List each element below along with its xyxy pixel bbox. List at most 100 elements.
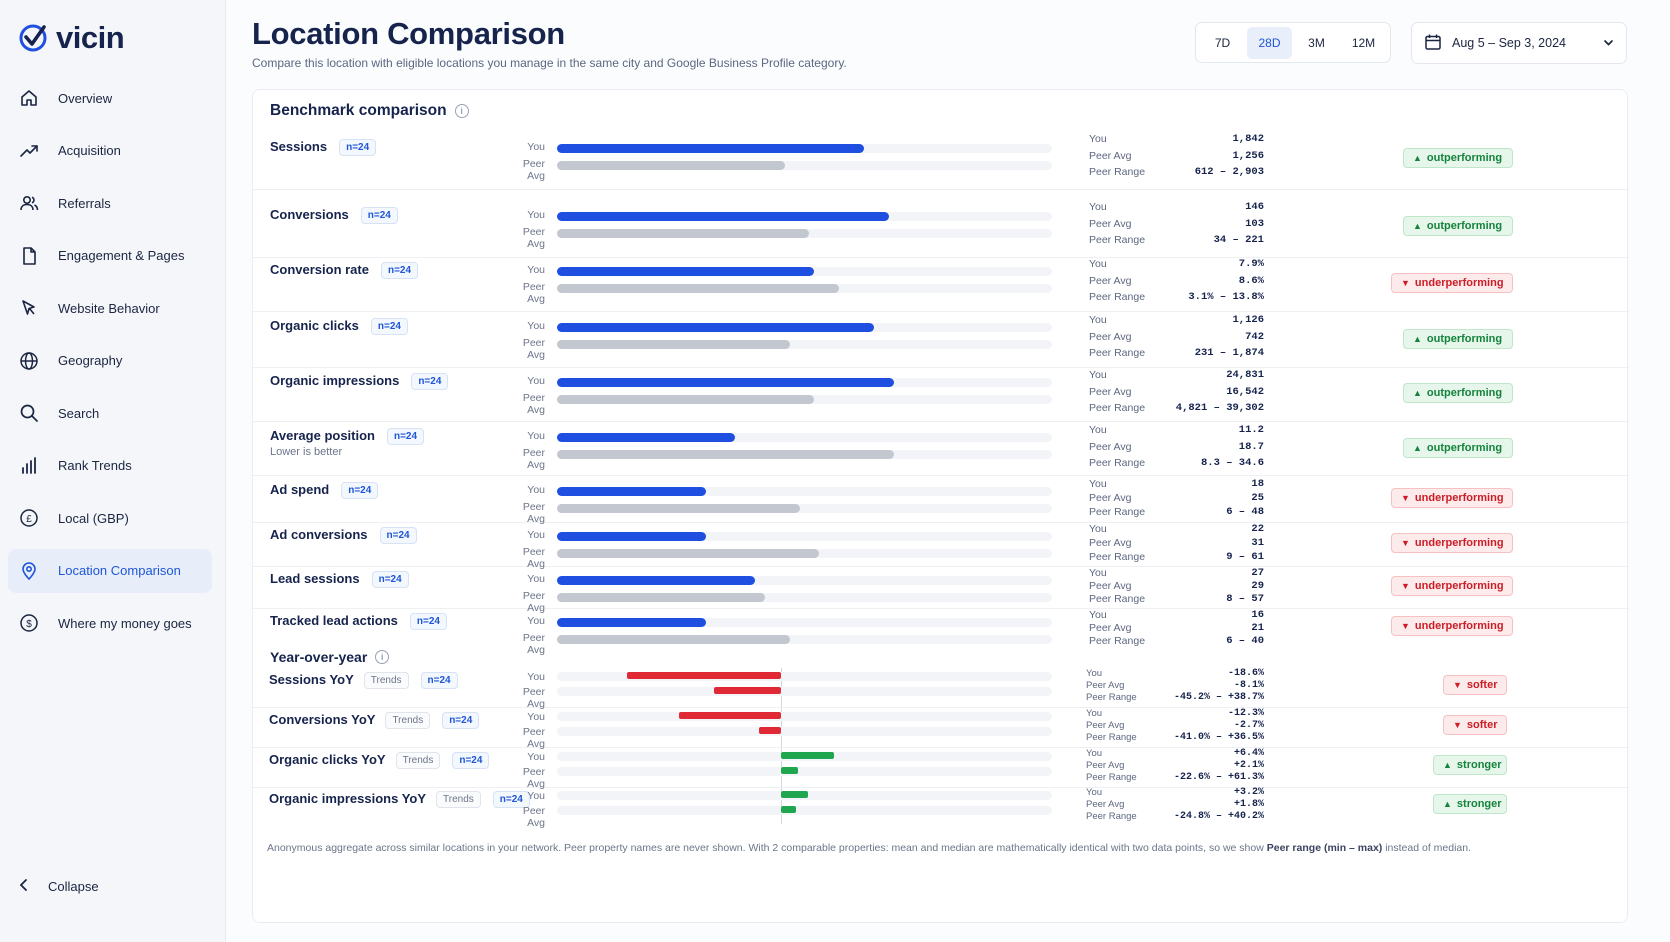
metric-label: Organic impressions YoY xyxy=(269,791,427,806)
checkmark-logo-icon xyxy=(19,24,47,52)
sidebar-item-overview[interactable]: Overview xyxy=(8,76,212,120)
sidebar-item-money[interactable]: $ Where my money goes xyxy=(8,601,212,645)
tab-7d[interactable]: 7D xyxy=(1214,35,1231,50)
peer-range-stat-value: 6 – 48 xyxy=(1226,506,1264,518)
you-stat-label: You xyxy=(1089,424,1107,436)
yoy-row: Sessions YoY Trends n=24 You Peer Avg You -18.… xyxy=(253,668,1629,710)
sample-size-badge: n=24 xyxy=(452,752,490,769)
peer-bar-label: Peer Avg xyxy=(522,392,545,416)
status-badge: ▼ underperforming xyxy=(1391,533,1513,553)
sidebar-nav: Overview Acquisition Referrals Engagemen… xyxy=(8,76,212,654)
peer-avg-stat-value: -2.7% xyxy=(1233,720,1264,731)
bar-track xyxy=(557,767,1052,776)
sample-size-badge: n=24 xyxy=(380,262,419,279)
sidebar-item-label: Local (GBP) xyxy=(58,510,129,526)
sample-size-badge: n=24 xyxy=(341,482,379,499)
sidebar-item-label: Referrals xyxy=(58,195,111,211)
you-stat-value: -18.6% xyxy=(1227,668,1264,679)
peer-range-stat-value: 9 – 61 xyxy=(1226,551,1264,563)
benchmark-row: Tracked lead actions n=24 You Peer Avg You 16… xyxy=(253,608,1629,656)
sidebar-item-label: Overview xyxy=(58,90,113,106)
triangle-down-icon: ▼ xyxy=(1453,720,1462,730)
benchmark-row: Organic clicks n=24 You Peer Avg You 1,126 Pee… xyxy=(253,313,1629,368)
sidebar-item-search[interactable]: Search xyxy=(8,391,212,435)
metric-label: Conversions YoY xyxy=(269,712,376,727)
date-range-picker[interactable]: Aug 5 – Sep 3, 2024 xyxy=(1411,22,1627,64)
peer-bar-label: Peer Avg xyxy=(522,501,545,525)
you-bar-label: You xyxy=(527,264,545,276)
you-stat-value: +6.4% xyxy=(1233,748,1264,759)
sidebar-item-local-gbp[interactable]: £ Local (GBP) xyxy=(8,496,212,540)
metric-label: Ad conversions xyxy=(270,527,368,542)
sidebar-item-website-behavior[interactable]: Website Behavior xyxy=(8,286,212,330)
collapse-button[interactable]: Collapse xyxy=(18,878,99,895)
metric-name: Organic clicks n=24 xyxy=(270,318,408,335)
metric-label: Organic clicks xyxy=(270,318,359,333)
sidebar-item-rank-trends[interactable]: Rank Trends xyxy=(8,444,212,488)
you-stat-label: You xyxy=(1089,133,1107,145)
sidebar-item-acquisition[interactable]: Acquisition xyxy=(8,129,212,173)
benchmark-row: Ad conversions n=24 You Peer Avg You 22 Peer A… xyxy=(253,522,1629,570)
tab-3m[interactable]: 3M xyxy=(1308,35,1325,50)
you-bar-label: You xyxy=(527,573,545,585)
status-label: underperforming xyxy=(1414,580,1504,592)
you-stat-value: -12.3% xyxy=(1227,708,1264,719)
peer-avg-bar xyxy=(557,161,785,170)
peer-avg-stat-value: 8.6% xyxy=(1238,274,1264,287)
benchmark-row: Conversions n=24 You Peer Avg You 146 Peer Avg… xyxy=(253,197,1629,258)
status-label: underperforming xyxy=(1414,492,1504,504)
benchmark-card: Benchmark comparison i Sessions n=24 You Pe… xyxy=(252,89,1629,923)
document-icon xyxy=(18,245,40,267)
peer-range-stat-value: 612 – 2,903 xyxy=(1194,166,1264,178)
peer-range-stat-value: -24.8% – +40.2% xyxy=(1173,811,1264,822)
info-icon[interactable]: i xyxy=(375,650,390,664)
brand-logo[interactable]: vicin xyxy=(18,20,125,56)
you-bar-label: You xyxy=(527,529,545,541)
metric-label: Tracked lead actions xyxy=(270,613,398,628)
you-bar xyxy=(557,618,706,627)
benchmark-row: Organic impressions n=24 You Peer Avg You 24,… xyxy=(253,368,1629,422)
status-label: outperforming xyxy=(1426,442,1503,454)
peer-bar-label: Peer Avg xyxy=(522,766,545,790)
chevron-down-icon xyxy=(1603,36,1614,50)
page-subtitle: Compare this location with eligible loca… xyxy=(252,56,847,70)
trends-badge[interactable]: Trends xyxy=(436,791,481,808)
you-stat-value: 22 xyxy=(1251,523,1264,535)
sidebar-item-geography[interactable]: Geography xyxy=(8,339,212,383)
you-stat-label: You xyxy=(1089,201,1107,213)
sample-size-badge: n=24 xyxy=(411,373,449,390)
benchmark-row: Conversion rate n=24 You Peer Avg You 7.9% Pee… xyxy=(253,257,1629,312)
peer-avg-stat-value: +2.1% xyxy=(1233,760,1264,771)
tab-28d[interactable]: 28D xyxy=(1247,26,1292,59)
you-bar-label: You xyxy=(527,671,545,683)
you-stat-label: You xyxy=(1086,748,1103,759)
peer-bar-label: Peer Avg xyxy=(522,686,545,710)
trends-badge[interactable]: Trends xyxy=(385,712,431,729)
trends-badge[interactable]: Trends xyxy=(395,752,441,769)
peer-range-stat-value: -41.0% – +36.5% xyxy=(1173,732,1264,743)
peer-range-stat-label: Peer Range xyxy=(1086,772,1137,783)
info-icon[interactable]: i xyxy=(454,104,469,118)
sidebar-item-label: Where my money goes xyxy=(58,615,192,631)
globe-icon xyxy=(18,350,40,372)
peer-range-stat-value: 4,821 – 39,302 xyxy=(1175,402,1264,414)
trends-badge[interactable]: Trends xyxy=(363,672,409,689)
peer-avg-stat-label: Peer Avg xyxy=(1089,492,1132,504)
peer-yoy-bar xyxy=(713,687,781,694)
peer-bar-label: Peer Avg xyxy=(522,158,545,182)
sidebar-item-referrals[interactable]: Referrals xyxy=(8,181,212,225)
status-badge: ▼ underperforming xyxy=(1391,488,1513,508)
you-bar xyxy=(557,378,894,387)
status-label: underperforming xyxy=(1414,620,1504,632)
sample-size-badge: n=24 xyxy=(339,139,377,156)
sidebar-item-location-comparison[interactable]: Location Comparison xyxy=(8,548,212,593)
brand-name: vicin xyxy=(56,20,125,55)
sample-size-badge: n=24 xyxy=(442,712,480,729)
sidebar-item-engagement[interactable]: Engagement & Pages xyxy=(8,234,212,278)
yoy-row: Organic clicks YoY Trends n=24 You Peer Avg Y… xyxy=(253,748,1629,790)
peer-avg-stat-label: Peer Avg xyxy=(1089,274,1132,287)
you-bar-label: You xyxy=(527,141,545,153)
tab-12m[interactable]: 12M xyxy=(1351,35,1376,50)
peer-range-stat-label: Peer Range xyxy=(1089,402,1146,414)
calendar-icon xyxy=(1424,33,1442,54)
